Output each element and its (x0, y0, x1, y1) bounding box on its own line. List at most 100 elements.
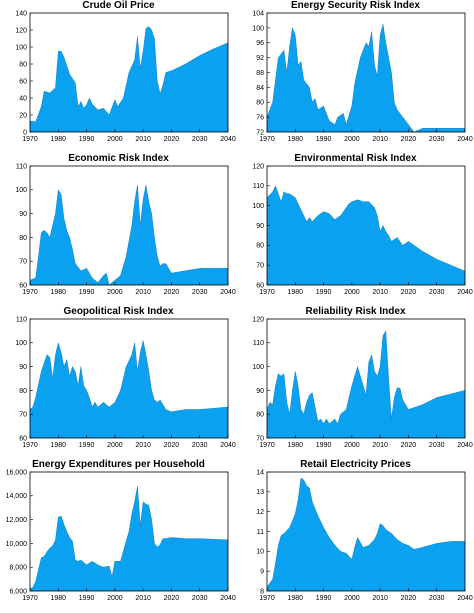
area-series (30, 26, 228, 132)
y-tick-label: 80 (256, 412, 264, 419)
x-tick-label: 2010 (135, 442, 151, 449)
chart-title: Retail Electricity Prices (300, 459, 411, 470)
y-tick-label: 70 (256, 435, 264, 442)
y-tick-label: 96 (256, 40, 264, 47)
x-tick-label: 2000 (344, 595, 360, 602)
x-tick-label: 2010 (372, 595, 388, 602)
chart-title: Energy Expenditures per Household (32, 459, 205, 470)
y-tick-label: 100 (15, 340, 27, 347)
y-tick-label: 0 (23, 129, 27, 136)
x-tick-label: 1970 (22, 289, 38, 296)
chart-title: Crude Oil Price (82, 0, 155, 11)
x-tick-label: 2040 (457, 136, 473, 143)
y-tick-label: 120 (252, 163, 264, 170)
x-tick-label: 2020 (401, 289, 417, 296)
y-tick-label: 12 (256, 509, 264, 516)
plot-frame (29, 318, 229, 439)
y-tick-label: 70 (19, 412, 27, 419)
y-tick-label: 8,000 (9, 565, 27, 572)
x-tick-label: 2000 (344, 136, 360, 143)
chart-title: Energy Security Risk Index (291, 0, 420, 11)
x-tick-label: 1970 (259, 136, 275, 143)
y-tick-label: 60 (19, 78, 27, 85)
x-tick-label: 1990 (79, 289, 95, 296)
y-tick-label: 76 (256, 115, 264, 122)
y-tick-label: 110 (253, 340, 264, 347)
x-tick-label: 1970 (22, 595, 38, 602)
chart-svg: 8 9 10 11 12 13 14 1970 1980 1990 2000 2010 2020 2030… (256, 469, 473, 602)
area-series (30, 340, 228, 438)
y-tick-label: 70 (19, 259, 27, 266)
y-tick-label: 10 (256, 549, 264, 556)
y-tick-label: 8 (260, 588, 264, 595)
y-tick-label: 84 (256, 85, 264, 92)
x-tick-label: 1980 (50, 442, 66, 449)
x-tick-label: 2030 (429, 442, 445, 449)
chart-svg: 6,000 8,000 10,000 12,000 14,000 16,000 1970 19… (6, 469, 236, 602)
chart-title: Economic Risk Index (68, 153, 169, 164)
x-tick-label: 2020 (401, 595, 417, 602)
y-tick-label: 6,000 (9, 588, 27, 595)
x-tick-label: 2010 (372, 289, 388, 296)
x-tick-label: 1990 (79, 595, 95, 602)
y-tick-label: 100 (252, 364, 264, 371)
x-tick-label: 2020 (164, 289, 180, 296)
chart-svg: 70 80 90 100 110 120 1970 1980 1990 2000 2010 2020 2… (252, 316, 473, 449)
y-tick-label: 11 (257, 529, 264, 536)
x-tick-label: 1980 (50, 595, 66, 602)
y-tick-label: 80 (19, 235, 27, 242)
y-tick-label: 16,000 (6, 469, 28, 476)
chart-title: Environmental Risk Index (294, 153, 417, 164)
x-tick-label: 2020 (164, 136, 180, 143)
x-tick-label: 2010 (135, 595, 151, 602)
x-tick-label: 2030 (192, 442, 208, 449)
y-tick-label: 100 (252, 25, 264, 32)
x-tick-label: 1990 (316, 136, 332, 143)
y-tick-label: 100 (15, 187, 27, 194)
x-tick-label: 1980 (50, 289, 66, 296)
y-tick-label: 60 (256, 282, 264, 289)
x-tick-label: 2010 (372, 136, 388, 143)
x-tick-label: 2040 (457, 289, 473, 296)
x-tick-label: 1990 (79, 442, 95, 449)
y-tick-label: 90 (256, 388, 264, 395)
y-tick-label: 80 (256, 243, 264, 250)
x-tick-label: 2030 (192, 289, 208, 296)
y-tick-label: 120 (252, 316, 264, 323)
y-tick-label: 14,000 (6, 493, 28, 500)
y-tick-label: 60 (19, 282, 27, 289)
chart-panel: Retail Electricity Prices 8 9 10 11 12 13 14 197… (237, 459, 474, 612)
y-tick-label: 110 (16, 316, 27, 323)
x-tick-label: 2020 (164, 595, 180, 602)
x-tick-label: 2040 (220, 289, 236, 296)
chart-panel: Economic Risk Index 60 70 80 90 100 110 1970 198… (0, 153, 237, 306)
plot-frame (29, 471, 229, 592)
x-tick-label: 2020 (164, 442, 180, 449)
x-tick-label: 2000 (107, 442, 123, 449)
x-tick-label: 1970 (22, 442, 38, 449)
plot-frame (266, 318, 466, 439)
y-tick-label: 90 (19, 364, 27, 371)
chart-title: Reliability Risk Index (305, 306, 406, 317)
chart-svg: 60 70 80 90 100 110 1970 1980 1990 2000 2010 2020 20… (15, 163, 236, 296)
x-tick-label: 2030 (429, 136, 445, 143)
x-tick-label: 1990 (316, 595, 332, 602)
x-tick-label: 1970 (259, 595, 275, 602)
chart-svg: 60 70 80 90 100 110 120 1970 1980 1990 2000 2010 202… (252, 163, 473, 296)
chart-panel: Energy Expenditures per Household 6,000 8,… (0, 459, 237, 612)
x-tick-label: 2020 (401, 442, 417, 449)
x-tick-label: 2040 (457, 595, 473, 602)
x-tick-label: 1980 (50, 136, 66, 143)
chart-panel: Geopolitical Risk Index 60 70 80 90 100 110 197… (0, 306, 237, 459)
y-tick-label: 40 (19, 95, 27, 102)
y-tick-label: 90 (19, 211, 27, 218)
y-tick-label: 104 (252, 10, 264, 17)
area-series (30, 486, 228, 591)
y-tick-label: 110 (253, 183, 264, 190)
y-tick-label: 72 (256, 129, 264, 136)
area-series (267, 330, 465, 438)
area-series (267, 185, 465, 285)
chart-svg: 72 76 80 84 88 92 96 100 104 1970 1980 1990 2000 2010… (252, 10, 473, 143)
y-tick-label: 88 (256, 70, 264, 77)
